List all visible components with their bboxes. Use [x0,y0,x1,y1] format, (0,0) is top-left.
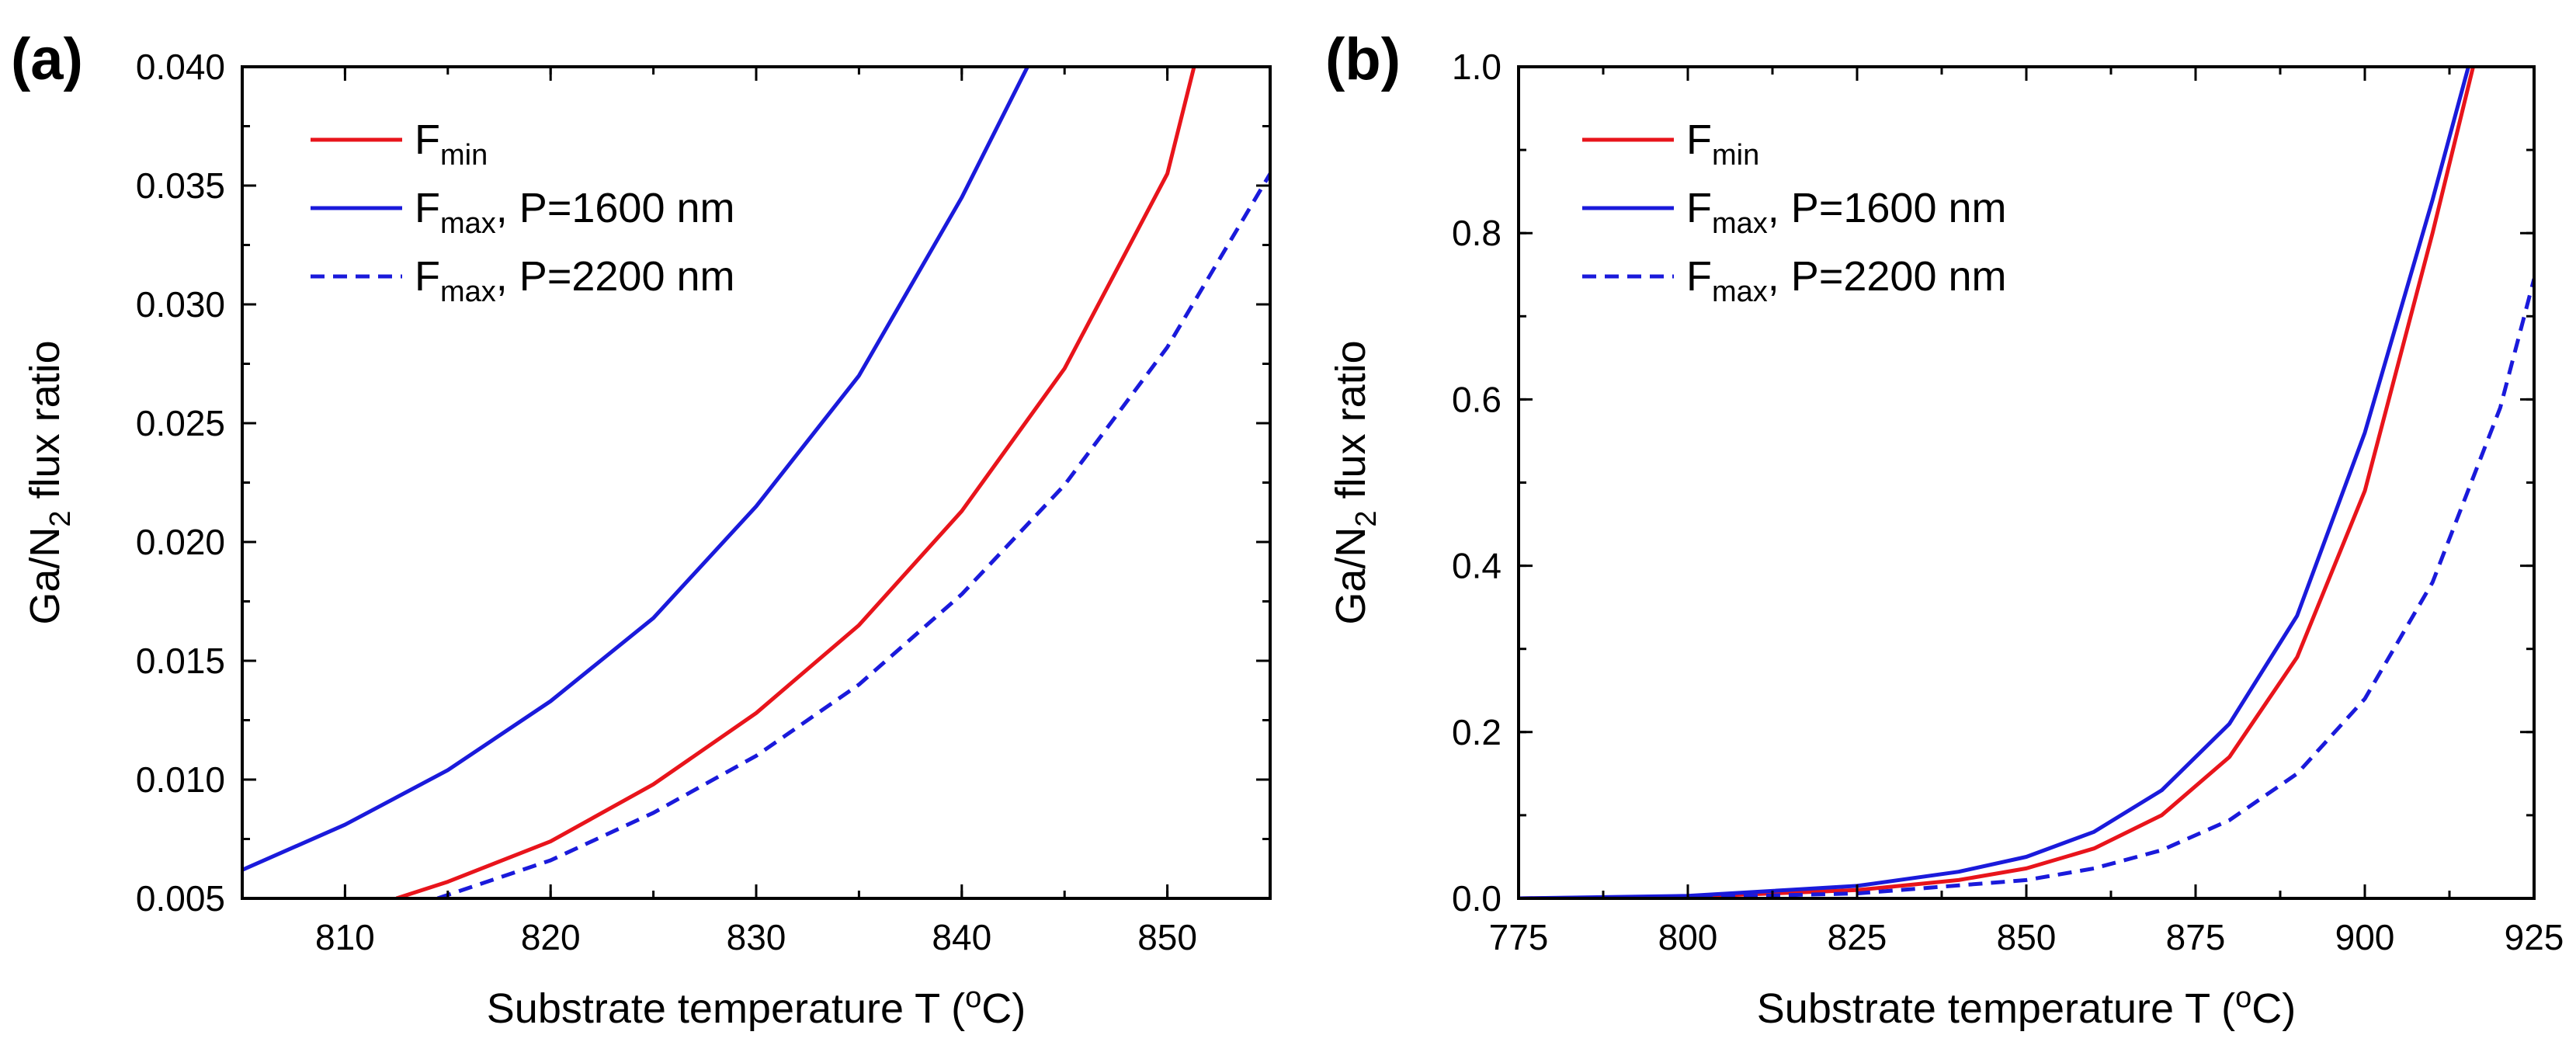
y-axis-title-end: flux ratio [1328,340,1374,510]
y-axis-title-sub: 2 [1350,510,1383,526]
x-tick-label: 830 [727,917,786,957]
x-tick-label: 810 [315,917,375,957]
legend-label: Fmax, P=2200 nm [1686,253,2007,308]
y-axis-title: Ga/N2 flux ratio [22,340,77,624]
x-tick-label: 850 [1997,917,2057,957]
panel-label: (a) [11,26,83,92]
series-line-max-2 [1519,278,2534,898]
legend-label-sub: min [440,139,488,172]
legend-label-sub: max [1712,276,1768,308]
y-axis-title: Ga/N2 flux ratio [1328,340,1383,624]
plot-frame [1517,65,2536,900]
x-tick-label: 825 [1828,917,1887,957]
series-line-max-1 [242,67,1029,872]
legend-label: Fmax, P=1600 nm [415,185,735,240]
y-tick-label: 0.005 [136,878,225,919]
legend-label-main: F [415,253,440,300]
panel-label: (b) [1325,26,1401,92]
legend-label-suffix: , P=1600 nm [496,185,735,231]
legend-label-main: F [415,185,440,231]
y-tick-label: 0.2 [1452,712,1502,752]
legend-label-main: F [415,116,440,163]
x-axis-title-main: Substrate temperature T ( [1757,985,2235,1032]
y-tick-label: 0.6 [1452,379,1502,419]
series-line-max-2 [436,172,1270,898]
legend-label-suffix: , P=2200 nm [1768,253,2007,300]
y-tick-label: 0.030 [136,284,225,325]
legend-label-suffix: , P=2200 nm [496,253,735,300]
y-axis-title-end: flux ratio [22,340,68,510]
x-tick-label: 850 [1137,917,1197,957]
x-axis-title-sup: o [965,981,981,1014]
y-tick-label: 0.8 [1452,213,1502,253]
y-tick-label: 1.0 [1452,47,1502,87]
legend-label-suffix: , P=1600 nm [1768,185,2007,231]
y-tick-label: 0.0 [1452,878,1502,919]
y-tick-label: 0.025 [136,403,225,443]
x-axis-title-end: C) [981,985,1026,1032]
x-tick-label: 800 [1658,917,1718,957]
legend-label-sub: max [440,207,496,240]
y-axis-title-main: Ga/N [1328,527,1374,625]
x-tick-label: 875 [2166,917,2226,957]
legend-label: Fmax, P=1600 nm [1686,185,2007,240]
x-tick-label: 900 [2335,917,2395,957]
series-line-min-0 [1519,67,2475,898]
plot-frame [241,65,1272,900]
panel-b: (b) 775 800 825 850 875 900 925 0.0 0.2 0.4 0.6 0.8 1… [1325,26,2564,1032]
legend-label: Fmax, P=2200 nm [415,253,735,308]
y-axis-title-main: Ga/N [22,527,68,625]
y-tick-label: 0.015 [136,641,225,681]
legend-label: Fmin [1686,116,1759,172]
x-axis-title-main: Substrate temperature T ( [487,985,965,1032]
x-tick-label: 925 [2505,917,2564,957]
series-line-min-0 [395,67,1196,898]
y-tick-label: 0.040 [136,47,225,87]
x-axis-title-sup: o [2235,981,2251,1014]
legend-label-main: F [1686,253,1712,300]
x-tick-label: 775 [1489,917,1549,957]
legend-label-main: F [1686,185,1712,231]
y-tick-label: 0.035 [136,165,225,206]
panel-a: (a) 810 820 830 840 850 0.005 0.010 0.015 0.020 0.… [11,26,1272,1032]
legend-label-sub: min [1712,139,1759,172]
legend-label-sub: max [440,276,496,308]
x-tick-label: 840 [932,917,991,957]
y-axis-title-sub: 2 [44,510,77,526]
y-tick-label: 0.010 [136,759,225,800]
legend-label-main: F [1686,116,1712,163]
x-axis-title: Substrate temperature T (oC) [1757,981,2296,1032]
y-tick-label: 0.020 [136,522,225,562]
legend-label-sub: max [1712,207,1768,240]
x-axis-title-end: C) [2251,985,2296,1032]
x-tick-label: 820 [521,917,581,957]
y-tick-label: 0.4 [1452,546,1502,586]
x-axis-title: Substrate temperature T (oC) [487,981,1026,1032]
series-line-max-1 [1519,67,2470,898]
legend-label: Fmin [415,116,488,172]
